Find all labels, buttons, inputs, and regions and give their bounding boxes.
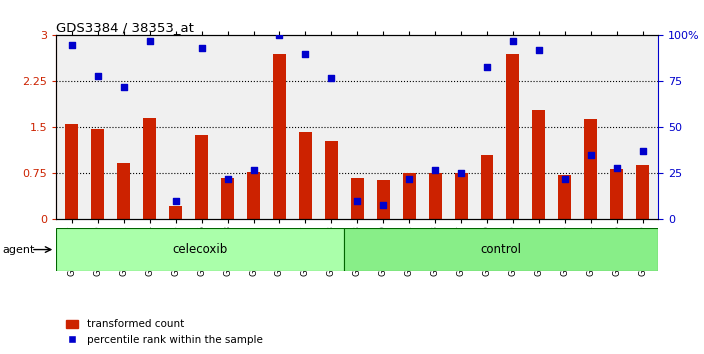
Point — [196, 45, 207, 51]
Bar — [481, 155, 494, 219]
Point — [351, 198, 363, 204]
Point — [170, 198, 182, 204]
Bar — [65, 124, 78, 219]
Bar — [221, 178, 234, 219]
Text: GDS3384 / 38353_at: GDS3384 / 38353_at — [56, 21, 194, 34]
Point — [118, 84, 130, 90]
Bar — [143, 118, 156, 219]
Bar — [247, 172, 260, 219]
Bar — [273, 54, 286, 219]
Point — [429, 167, 441, 173]
Bar — [325, 141, 338, 219]
Point — [403, 176, 415, 182]
Text: agent: agent — [3, 245, 35, 255]
Text: celecoxib: celecoxib — [172, 243, 228, 256]
Point — [222, 176, 233, 182]
Bar — [636, 165, 649, 219]
Point — [326, 75, 337, 81]
Bar — [92, 129, 104, 219]
Bar — [377, 179, 390, 219]
Bar — [429, 173, 441, 219]
Point — [144, 38, 156, 44]
Point — [66, 42, 77, 47]
Point — [455, 171, 467, 176]
Point — [92, 73, 103, 79]
Bar — [532, 110, 546, 219]
Bar — [169, 206, 182, 219]
Point — [508, 38, 519, 44]
Text: control: control — [481, 243, 522, 256]
Bar — [195, 135, 208, 219]
Bar — [584, 119, 597, 219]
Bar — [118, 163, 130, 219]
Point — [248, 167, 259, 173]
Point — [611, 165, 622, 171]
Point — [377, 202, 389, 207]
Point — [274, 33, 285, 38]
Bar — [56, 228, 344, 271]
Bar — [299, 132, 312, 219]
Point — [533, 47, 544, 53]
Point — [637, 149, 648, 154]
Bar — [455, 173, 467, 219]
Point — [585, 152, 596, 158]
Point — [300, 51, 311, 57]
Point — [482, 64, 493, 69]
Bar — [351, 178, 364, 219]
Point — [559, 176, 570, 182]
Legend: transformed count, percentile rank within the sample: transformed count, percentile rank withi… — [61, 315, 267, 349]
Bar — [558, 175, 572, 219]
Bar — [344, 228, 658, 271]
Bar — [403, 173, 415, 219]
Bar — [506, 54, 520, 219]
Bar — [610, 169, 623, 219]
